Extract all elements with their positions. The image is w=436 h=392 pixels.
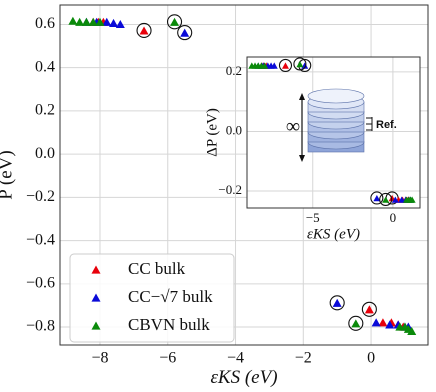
x-tick-label: −4	[227, 349, 244, 366]
cylinder-top	[307, 88, 365, 104]
arrow-head	[299, 93, 305, 100]
x-axis-label: εKS (eV)	[210, 367, 277, 388]
legend-box	[69, 253, 235, 343]
point	[115, 19, 125, 29]
x-tick-label: −2	[295, 349, 312, 366]
cylinder-diagram: ∞ Ref.	[286, 88, 397, 162]
point	[75, 17, 85, 26]
point	[378, 318, 388, 327]
point	[296, 60, 304, 68]
inset: −5 0 −0.2 0.0 0.2 εKS (eV) ΔP (eV) ∞ Ref.	[205, 56, 421, 243]
point	[332, 298, 342, 307]
y-tick-label: −0.2	[218, 182, 242, 197]
legend: CC bulk CC−√7 bulk CBVN bulk	[69, 253, 235, 343]
plot-frame	[246, 56, 421, 209]
bracket	[366, 117, 373, 131]
x-tick-label: −8	[91, 349, 108, 366]
y-tick-label: 0.6	[35, 15, 55, 32]
y-axis-label: ΔP (eV)	[205, 108, 221, 157]
point	[81, 17, 91, 26]
highlight-ring	[361, 301, 377, 317]
point	[382, 196, 390, 203]
x-axis-label: εKS (eV)	[307, 227, 360, 243]
highlight-ring	[329, 295, 345, 311]
point	[68, 16, 78, 25]
legend-marker	[91, 321, 101, 330]
y-tick-label: −0.2	[26, 188, 55, 205]
highlight-ring	[166, 14, 183, 30]
point	[364, 305, 374, 314]
point	[109, 18, 119, 27]
point	[391, 196, 399, 203]
legend-label: CBVN bulk	[128, 315, 210, 334]
x-tick-label: −5	[306, 210, 320, 225]
point	[88, 17, 98, 26]
highlight-ring	[379, 192, 393, 207]
legend-label: CC bulk	[128, 259, 186, 278]
y-tick-label: 0.2	[35, 102, 55, 119]
point	[95, 17, 105, 26]
point	[351, 319, 361, 328]
y-tick-label: 0.0	[35, 145, 55, 162]
point	[180, 28, 190, 37]
highlight-ring	[293, 57, 307, 71]
highlight-ring	[177, 25, 193, 41]
legend-marker	[91, 293, 101, 302]
y-tick-label: −0.4	[26, 231, 55, 248]
point	[385, 320, 395, 329]
point	[102, 17, 112, 26]
arrow-head	[299, 155, 305, 162]
y-tick-label: 0.0	[226, 122, 242, 137]
point	[408, 196, 416, 203]
y-tick-label: 0.2	[226, 63, 242, 78]
point	[407, 326, 417, 335]
point	[371, 318, 381, 327]
point	[261, 62, 269, 69]
point	[139, 26, 149, 35]
point	[270, 62, 278, 69]
highlight-ring	[370, 191, 384, 205]
highlight-ring	[136, 22, 152, 38]
plot-frame	[59, 4, 429, 346]
infinity-label: ∞	[286, 116, 300, 138]
x-tick-label: 0	[390, 210, 397, 225]
point	[281, 62, 289, 69]
y-axis-label: P (eV)	[0, 150, 17, 199]
legend-label: CC−√7 bulk	[128, 287, 213, 306]
y-tick-label: −0.8	[26, 318, 55, 335]
point	[170, 17, 180, 26]
point	[373, 194, 381, 202]
x-tick-label: 0	[367, 349, 375, 366]
x-tick-label: −6	[159, 349, 176, 366]
legend-marker	[91, 265, 101, 274]
ref-label: Ref.	[376, 119, 397, 131]
y-tick-label: 0.4	[35, 58, 55, 75]
highlight-ring	[348, 315, 364, 331]
highlight-ring	[278, 58, 293, 72]
y-tick-label: −0.6	[26, 275, 55, 292]
